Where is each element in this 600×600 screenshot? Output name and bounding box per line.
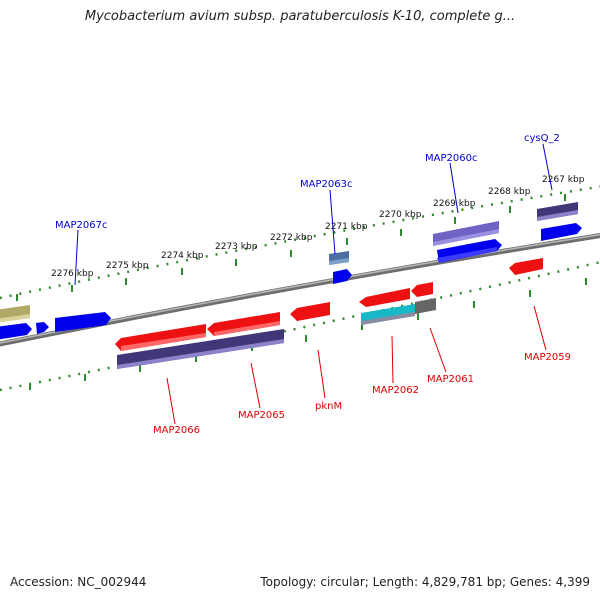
gene-label-MAP2061[interactable]: MAP2061 <box>427 374 474 385</box>
forward-gene-arrow <box>333 269 352 284</box>
gene-label-MAP2063c[interactable]: MAP2063c <box>300 179 352 190</box>
leader-line <box>429 327 447 373</box>
outer-cds-features <box>0 202 578 323</box>
leader-line <box>317 349 326 399</box>
ruler-label-2272: 2272 kbp <box>270 233 313 243</box>
gene-label-MAP2067c[interactable]: MAP2067c <box>55 220 107 231</box>
gene-label-MAP2066[interactable]: MAP2066 <box>153 425 200 436</box>
reverse-gene-arrow <box>290 302 330 321</box>
ruler-label-2270: 2270 kbp <box>379 210 422 220</box>
gene-label-MAP2060c[interactable]: MAP2060c <box>425 153 477 164</box>
inner-ruler-ticks <box>29 278 587 390</box>
leader-line <box>166 377 176 425</box>
ruler-label-2273: 2273 kbp <box>215 242 258 252</box>
map-title: Mycobacterium avium subsp. paratuberculo… <box>84 9 516 24</box>
forward-gene-arrow <box>541 223 582 241</box>
reverse-gene-arrow <box>509 258 543 275</box>
leader-line <box>391 335 394 384</box>
leader-line <box>74 229 79 286</box>
gene-label-cysQ_2[interactable]: cysQ_2 <box>524 133 560 144</box>
ruler-label-2276: 2276 kbp <box>51 269 94 279</box>
gene-label-pknM[interactable]: pknM <box>315 401 342 412</box>
ruler-label-2267: 2267 kbp <box>542 175 585 185</box>
leader-line <box>449 162 459 214</box>
ruler-ticks <box>16 194 566 301</box>
gene-label-MAP2065[interactable]: MAP2065 <box>238 410 285 421</box>
gene-label-MAP2062[interactable]: MAP2062 <box>372 385 419 396</box>
accession-text: Accession: NC_002944 <box>10 575 147 589</box>
ruler-label-2275: 2275 kbp <box>106 261 149 271</box>
cds-block <box>415 298 436 314</box>
ruler-label-2271: 2271 kbp <box>325 222 368 232</box>
leader-line <box>329 189 336 255</box>
forward-gene-arrow <box>0 323 32 340</box>
outer-ruler-ring <box>0 185 600 300</box>
leader-line <box>533 305 547 351</box>
reverse-genes <box>115 258 543 351</box>
ruler-label-2274: 2274 kbp <box>161 251 204 261</box>
forward-genes <box>0 223 582 340</box>
reverse-gene-arrow <box>411 282 433 297</box>
reverse-gene-arrow <box>359 288 410 307</box>
ruler-label-2268: 2268 kbp <box>488 187 531 197</box>
leader-line <box>542 143 553 191</box>
gene-label-MAP2059[interactable]: MAP2059 <box>524 352 571 363</box>
genome-backbone <box>0 233 600 347</box>
leader-line <box>250 362 261 409</box>
inner-cds-features <box>117 298 436 369</box>
forward-gene-arrow <box>55 312 111 332</box>
ruler-label-2269: 2269 kbp <box>433 199 476 209</box>
reverse-gene-arrow <box>207 312 280 336</box>
genome-summary-text: Topology: circular; Length: 4,829,781 bp… <box>260 575 590 589</box>
forward-gene-arrow <box>36 322 49 334</box>
